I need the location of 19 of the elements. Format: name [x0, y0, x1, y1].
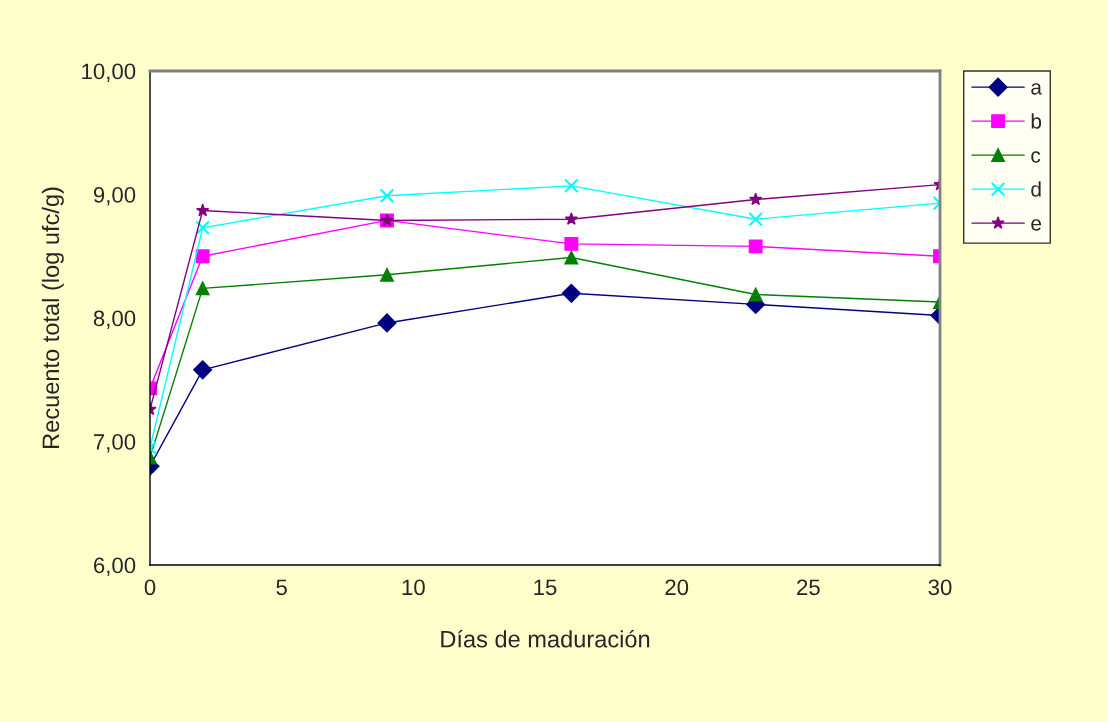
- y-tick-label: 8,00: [93, 310, 136, 329]
- x-tick-label: 20: [665, 579, 689, 596]
- legend-label: c: [1031, 151, 1041, 163]
- y-tick-label: 7,00: [94, 434, 136, 453]
- x-tick-label: 5: [276, 579, 287, 596]
- x-axis-title: Días de maduración: [441, 629, 650, 648]
- x-tick-label: 30: [928, 579, 952, 596]
- legend-label: d: [1031, 181, 1041, 197]
- x-tick-label: 25: [797, 579, 820, 596]
- legend-label: e: [1031, 219, 1042, 231]
- x-tick-label: 15: [534, 579, 557, 596]
- x-tick-label: 0: [144, 579, 156, 596]
- y-axis-title: Recuento total (log ufc/g): [41, 187, 64, 448]
- y-tick-label: 6,00: [93, 557, 136, 576]
- x-tick-label: 10: [402, 579, 425, 596]
- y-tick-label: 10,00: [82, 63, 136, 82]
- y-tick-label: 9,00: [93, 187, 136, 206]
- legend-label: b: [1031, 113, 1042, 129]
- legend-label: a: [1031, 83, 1042, 95]
